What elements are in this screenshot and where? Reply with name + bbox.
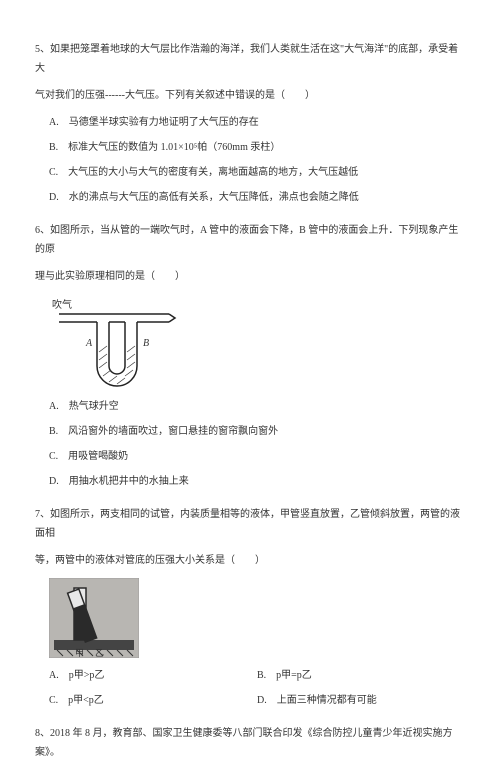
q5-option-d: D. 水的沸点与大气压的高低有关系，大气压降低，沸点也会随之降低 [49,188,465,207]
q5-option-c: C. 大气压的大小与大气的密度有关，离地面越高的地方，大气压越低 [49,163,465,182]
blow-label-text: 吹气 [52,298,72,311]
test-tube-photo: 甲 乙 [49,578,139,658]
label-b-text: B [143,338,149,349]
q8-stem: 8、2018 年 8 月，教育部、国家卫生健康委等八部门联合印发《综合防控儿童青… [35,724,465,762]
q5-option-a: A. 马德堡半球实验有力地证明了大气压的存在 [49,113,465,132]
q6-stem-line2: 理与此实验原理相同的是（ ） [35,267,465,286]
label-a-text: A [85,338,93,349]
q5-stem-line2: 气对我们的压强------大气压。下列有关叙述中错误的是（ ） [35,86,465,105]
label-jia-text: 甲 [75,648,84,658]
q7-row-ab: A. p甲>p乙 B. p甲=p乙 [49,666,465,685]
test-tube-svg: 甲 乙 [49,578,139,658]
u-tube-diagram: 吹气 A B [49,294,465,389]
q7-option-a: A. p甲>p乙 [49,666,257,685]
question-7: 7、如图所示，两支相同的试管，内装质量相等的液体，甲管竖直放置，乙管倾斜放置，两… [35,505,465,710]
q7-stem-line1: 7、如图所示，两支相同的试管，内装质量相等的液体，甲管竖直放置，乙管倾斜放置，两… [35,505,465,543]
q6-option-d: D. 用抽水机把井中的水抽上来 [49,472,465,491]
q7-row-cd: C. p甲<p乙 D. 上面三种情况都有可能 [49,691,465,710]
q5-stem-line1: 5、如果把笼罩着地球的大气层比作浩瀚的海洋，我们人类就生活在这"大气海洋"的底部… [35,40,465,78]
q6-option-a: A. 热气球升空 [49,397,465,416]
q5-option-b: B. 标准大气压的数值为 1.01×10⁵帕（760mm 汞柱） [49,138,465,157]
question-6: 6、如图所示，当从管的一端吹气时，A 管中的液面会下降，B 管中的液面会上升．下… [35,221,465,491]
question-5: 5、如果把笼罩着地球的大气层比作浩瀚的海洋，我们人类就生活在这"大气海洋"的底部… [35,40,465,207]
q6-option-c: C. 用吸管喝酸奶 [49,447,465,466]
q7-option-c: C. p甲<p乙 [49,691,257,710]
q6-stem-line1: 6、如图所示，当从管的一端吹气时，A 管中的液面会下降，B 管中的液面会上升．下… [35,221,465,259]
q7-stem-line2: 等，两管中的液体对管底的压强大小关系是（ ） [35,551,465,570]
q6-option-b: B. 风沿窗外的墙面吹过，窗口悬挂的窗帘飘向窗外 [49,422,465,441]
q7-option-b: B. p甲=p乙 [257,666,465,685]
q7-option-d: D. 上面三种情况都有可能 [257,691,465,710]
u-tube-svg: 吹气 A B [49,294,179,389]
label-yi-text: 乙 [95,648,104,658]
question-8: 8、2018 年 8 月，教育部、国家卫生健康委等八部门联合印发《综合防控儿童青… [35,724,465,762]
